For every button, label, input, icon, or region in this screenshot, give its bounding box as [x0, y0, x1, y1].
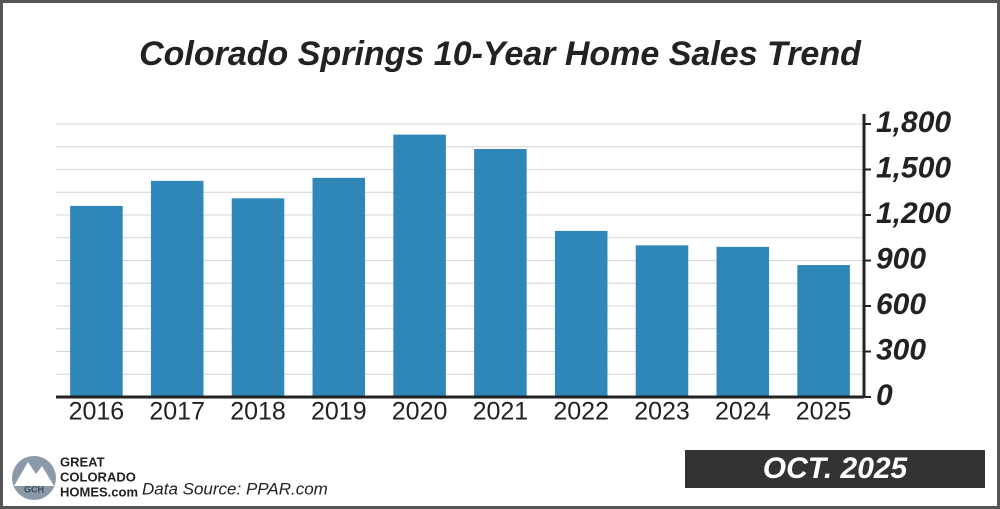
date-badge-text: OCT. 2025 — [763, 452, 909, 485]
y-tick-label: 1,800 — [876, 106, 951, 139]
bar — [797, 265, 850, 397]
x-tick-label: 2024 — [715, 398, 771, 426]
y-tick-label: 1,500 — [876, 151, 951, 184]
y-tick-label: 0 — [876, 379, 893, 412]
x-tick-label: 2022 — [553, 398, 609, 426]
bar — [393, 134, 446, 397]
y-tick-label: 300 — [876, 333, 926, 366]
logo-text: GREAT — [60, 454, 105, 469]
logo-text: COLORADO — [60, 469, 136, 484]
date-badge — [685, 450, 985, 488]
x-tick-label: 2016 — [69, 398, 125, 426]
x-tick-label: 2025 — [796, 398, 852, 426]
x-tick-label: 2017 — [149, 398, 205, 426]
x-tick-label: 2023 — [634, 398, 690, 426]
data-source: Data Source: PPAR.com — [142, 479, 328, 498]
x-tick-label: 2021 — [473, 398, 529, 426]
chart-title: Colorado Springs 10-Year Home Sales Tren… — [139, 35, 862, 73]
bar — [150, 180, 204, 397]
y-tick-label: 1,200 — [876, 197, 951, 230]
logo-mountain — [14, 462, 54, 486]
plot-area: 0 300 600 900 1,200 1,500 1,800 2016 2017 2018 201… — [56, 106, 951, 426]
bar — [474, 149, 527, 397]
bar — [70, 205, 123, 397]
x-tick-label: 2018 — [230, 398, 286, 426]
x-tick-label: 2019 — [311, 398, 367, 426]
x-tick-label: 2020 — [392, 398, 448, 426]
bar — [554, 230, 608, 397]
y-tick-label: 900 — [876, 242, 926, 275]
logo: GCH GREAT COLORADO HOMES.com — [12, 454, 138, 500]
bar — [312, 177, 366, 397]
bar — [716, 246, 770, 397]
bar — [231, 198, 285, 397]
y-tick-label: 600 — [876, 288, 926, 321]
logo-initials: GCH — [24, 484, 44, 494]
logo-text: HOMES.com — [60, 484, 138, 499]
bar — [635, 245, 689, 397]
